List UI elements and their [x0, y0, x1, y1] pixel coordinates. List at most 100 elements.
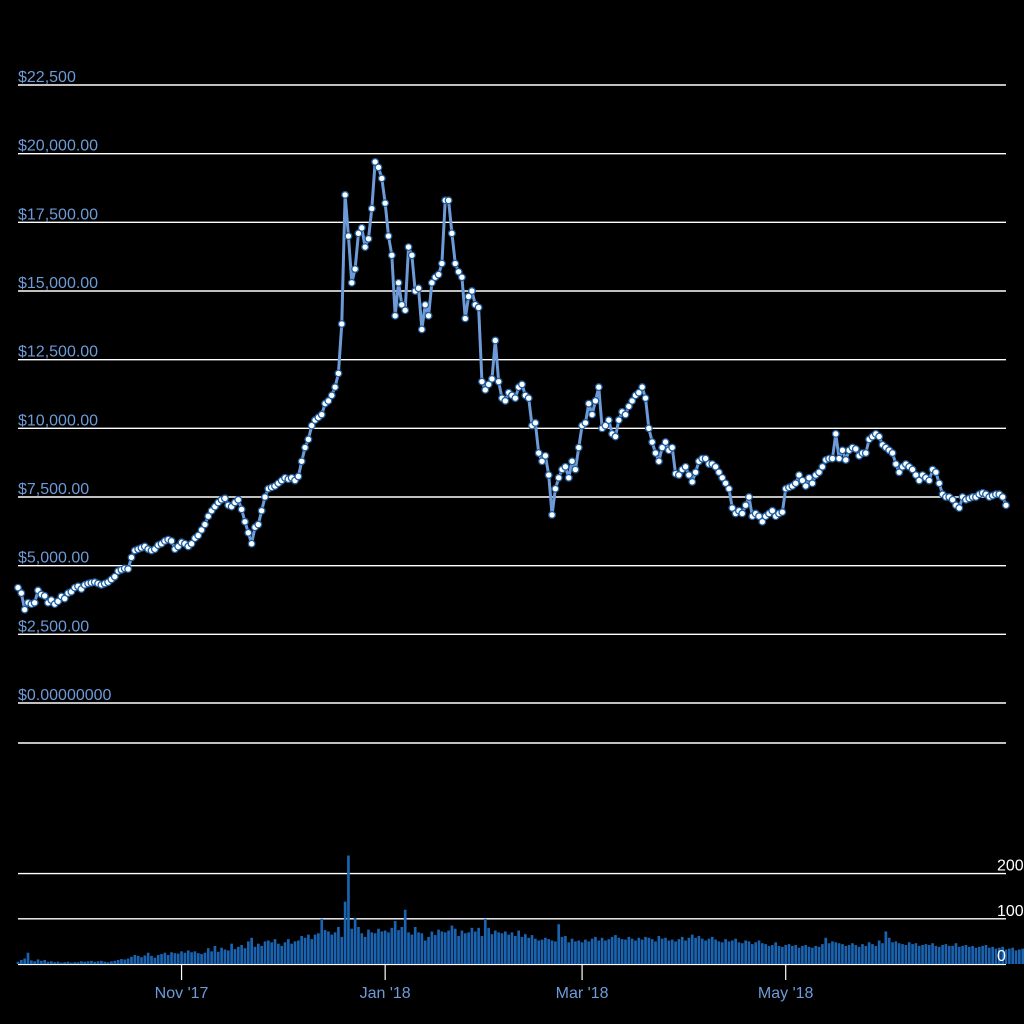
volume-bar — [1014, 950, 1018, 964]
price-point — [317, 410, 326, 419]
price-point — [307, 421, 316, 430]
volume-bar — [230, 943, 233, 964]
price-point — [417, 325, 426, 334]
volume-bar — [834, 942, 838, 964]
volume-bar — [831, 941, 834, 964]
volume-bar — [206, 948, 210, 964]
volume-bar — [967, 946, 971, 964]
volume-bar — [677, 939, 681, 964]
volume-bar — [914, 943, 918, 964]
volume-bar — [600, 937, 604, 964]
volume-bar — [781, 946, 784, 964]
volume-bar — [176, 953, 180, 964]
price-point — [691, 468, 700, 477]
volume-bar — [704, 940, 707, 964]
volume-bar — [280, 945, 284, 964]
volume-bar — [86, 961, 90, 964]
volume-bar — [984, 945, 988, 964]
volume-bar — [46, 961, 50, 964]
price-point — [384, 232, 393, 241]
price-point — [220, 494, 229, 503]
price-point — [377, 174, 386, 183]
price-point — [381, 199, 390, 208]
volume-bar — [120, 959, 123, 964]
price-point — [401, 306, 410, 315]
volume-bar — [487, 927, 490, 964]
volume-bar — [837, 943, 841, 964]
price-point — [681, 462, 690, 471]
volume-bar — [864, 945, 868, 964]
volume-bar — [283, 942, 287, 964]
price-point — [337, 320, 346, 328]
volume-bar — [954, 943, 958, 964]
volume-bar — [483, 918, 487, 964]
volume-bar — [417, 932, 420, 964]
volume-bar — [861, 944, 864, 964]
volume-bar — [881, 943, 884, 964]
volume-bar — [243, 948, 247, 964]
price-point — [955, 504, 964, 512]
price-point — [204, 512, 213, 521]
price-y-tick-label: $7,500.00 — [18, 481, 89, 498]
volume-bar — [263, 941, 267, 964]
volume-bar — [507, 934, 510, 964]
volume-bar — [497, 932, 500, 964]
price-point — [841, 455, 850, 464]
price-point — [247, 539, 256, 548]
volume-bar — [974, 947, 978, 964]
price-point — [434, 270, 443, 279]
price-point — [674, 471, 683, 479]
price-point — [187, 539, 196, 548]
volume-bar — [764, 944, 768, 964]
volume-bar — [577, 940, 581, 964]
price-point — [831, 429, 840, 438]
volume-bar — [170, 952, 173, 964]
volume-bar — [771, 945, 774, 964]
volume-bar — [587, 941, 591, 964]
volume-bar — [150, 955, 153, 964]
price-point — [341, 190, 350, 199]
volume-bar — [460, 930, 464, 964]
price-y-tick-label: $5,000.00 — [18, 550, 89, 567]
volume-bar — [166, 954, 170, 964]
price-y-tick-label: $10,000.00 — [18, 412, 98, 429]
volume-bars — [16, 855, 1024, 964]
volume-bar — [574, 941, 577, 964]
price-point — [344, 232, 353, 241]
volume-bar — [937, 946, 941, 964]
price-point — [110, 572, 119, 581]
price-point — [838, 446, 847, 455]
volume-bar — [904, 945, 908, 964]
volume-bar — [734, 938, 737, 964]
price-point — [935, 479, 944, 488]
volume-bar — [951, 945, 954, 964]
volume-bar — [297, 940, 300, 964]
volume-bar — [363, 936, 367, 964]
price-point — [654, 457, 663, 466]
volume-bar — [610, 936, 614, 964]
volume-bar — [620, 939, 624, 964]
price-point — [688, 477, 697, 486]
volume-bar — [784, 945, 788, 964]
price-point — [651, 449, 660, 458]
price-point — [421, 300, 430, 309]
volume-bar — [367, 929, 370, 964]
volume-bar — [220, 947, 223, 964]
volume-bar — [687, 937, 691, 964]
price-point — [518, 380, 526, 389]
volume-bar — [113, 960, 117, 964]
volume-bar — [250, 937, 253, 964]
price-point — [624, 402, 633, 411]
price-point — [725, 484, 733, 493]
volume-bar — [357, 926, 360, 964]
volume-bar — [133, 954, 137, 964]
volume-bar — [470, 927, 474, 964]
volume-bar — [30, 960, 33, 964]
volume-bar — [90, 960, 93, 964]
price-point — [361, 243, 370, 252]
volume-bar — [644, 936, 647, 964]
volume-bar — [1021, 948, 1024, 964]
volume-bar — [467, 932, 470, 964]
volume-bar — [624, 939, 627, 964]
volume-bar — [740, 943, 744, 964]
